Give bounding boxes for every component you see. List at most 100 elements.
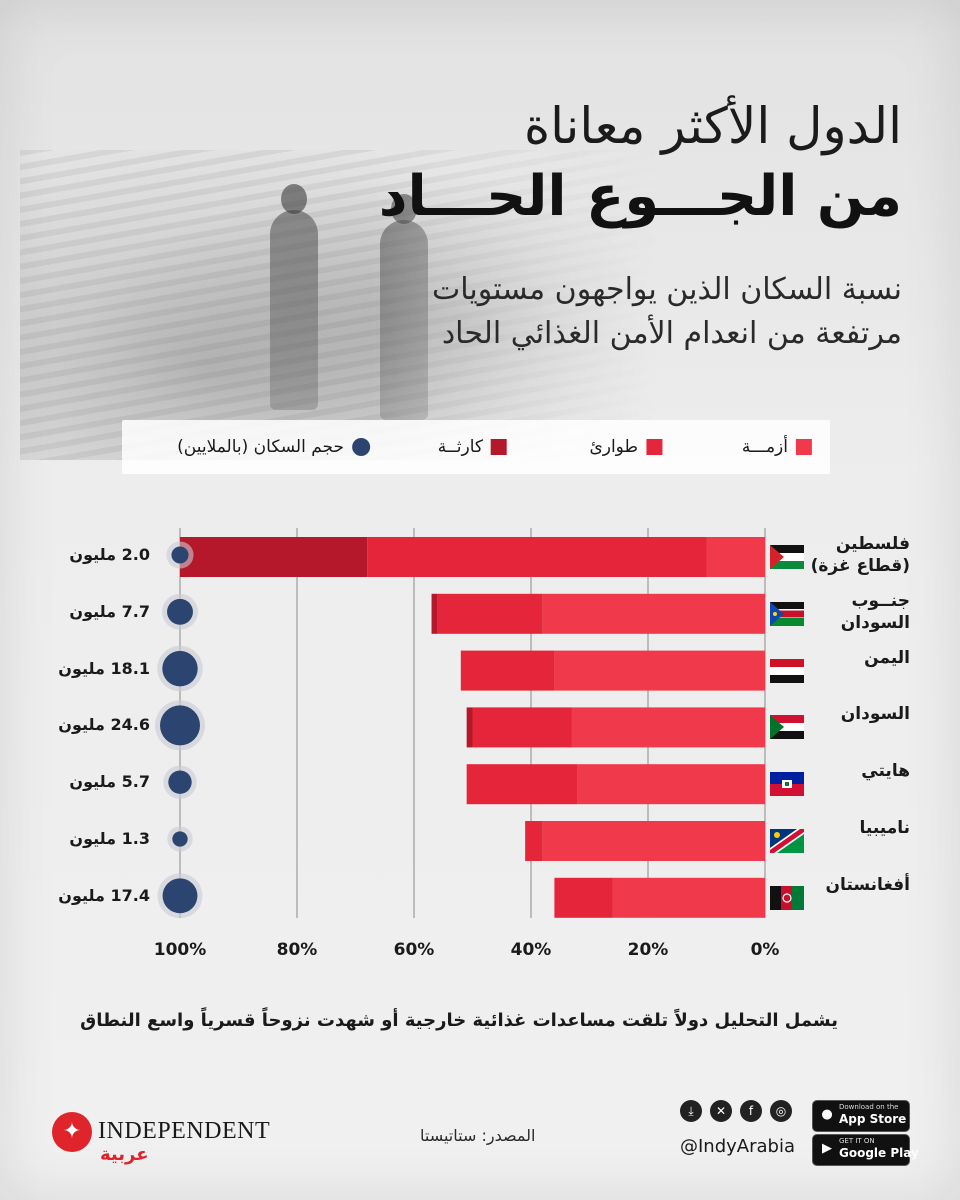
sudan-flag (770, 715, 804, 740)
country-name: ناميبيا (860, 817, 911, 839)
population-bubble (162, 878, 198, 914)
legend-swatch-catastrophe (491, 439, 507, 455)
population-label: 17.4 مليون (58, 885, 150, 905)
social-handle[interactable]: @IndyArabia (680, 1136, 795, 1157)
bar-crisis (542, 593, 765, 634)
population-label: 5.7 مليون (69, 772, 150, 792)
afghanistan-flag (770, 885, 804, 910)
instagram-icon[interactable]: ◎ (770, 1100, 792, 1122)
app-store-button[interactable]: ● Download on the App Store (812, 1100, 910, 1132)
population-bubble (167, 598, 193, 625)
independent-logo[interactable]: ✦ INDEPENDENT عربية (52, 1108, 292, 1168)
chart-legend: أزمـــة طوارئ كارثــة حجم السكان (بالملا… (122, 420, 830, 474)
bar-crisis (554, 650, 765, 691)
country-name: السودان (841, 703, 910, 725)
subtitle-line-2: مرتفعة من انعدام الأمن الغذائي الحاد (441, 316, 902, 351)
bar-emergency (367, 537, 707, 577)
brand-arabic: عربية (100, 1144, 149, 1165)
eagle-icon: ✦ (52, 1112, 92, 1152)
population-label: 24.6 مليون (58, 715, 150, 735)
x-icon[interactable]: ✕ (710, 1100, 732, 1122)
country-name-line1: هايتي (861, 761, 910, 782)
country-name: اليمن (864, 647, 910, 669)
legend-catastrophe: كارثــة (438, 420, 507, 474)
bar-crisis (706, 537, 765, 577)
population-label: 2.0 مليون (69, 545, 150, 564)
bar-emergency (437, 593, 543, 634)
subtitle-line-1: نسبة السكان الذين يواجهون مستويات (432, 272, 902, 307)
yemen-flag (770, 658, 804, 683)
legend-emergency: طوارئ (589, 420, 662, 474)
bar-emergency (472, 707, 572, 748)
app-store-text: App Store (839, 1112, 907, 1126)
farmer-figure (270, 184, 318, 410)
bar-emergency (554, 877, 613, 918)
haiti-flag (770, 772, 804, 797)
x-tick-label: 20% (627, 940, 669, 960)
footnote: يشمل التحليل دولاً تلقت مساعدات غذائية خ… (80, 1010, 838, 1031)
country-name-line1: اليمن (864, 647, 910, 668)
population-label: 1.3 مليون (69, 829, 150, 848)
population-bubble (171, 546, 189, 564)
legend-swatch-crisis (796, 439, 812, 455)
social-links: ⤓ ✕ f ◎ @IndyArabia (680, 1100, 800, 1160)
legend-label-crisis: أزمـــة (741, 437, 788, 457)
bar-crisis (571, 707, 765, 748)
namibia-flag (770, 829, 804, 853)
source-text: المصدر: ستاتيستا (420, 1126, 536, 1145)
country-name-line1: جنــوب (851, 590, 910, 611)
title-line-2: من الجـــوع الحـــاد (378, 164, 902, 229)
country-name: جنــوب السودان (841, 590, 910, 634)
bar-catastrophe (431, 593, 438, 634)
x-tick-label: 0% (750, 940, 780, 960)
bar-emergency (525, 821, 543, 861)
bar-catastrophe (466, 707, 473, 748)
facebook-icon[interactable]: f (740, 1100, 762, 1122)
x-tick-label: 40% (510, 940, 552, 960)
x-tick-label: 80% (276, 940, 318, 960)
legend-label-population: حجم السكان (بالملايين) (177, 437, 344, 457)
farmer-figure (380, 194, 428, 420)
population-label: 18.1 مليون (58, 658, 150, 678)
legend-crisis: أزمـــة (742, 420, 812, 474)
population-bubble (172, 831, 188, 847)
x-tick-label: 100% (153, 940, 207, 960)
bar-crisis (542, 821, 765, 861)
google-play-button[interactable]: ▶ GET IT ON Google Play (812, 1134, 919, 1166)
legend-swatch-emergency (646, 439, 662, 455)
bar-emergency (460, 650, 555, 691)
population-bubble (160, 705, 200, 746)
country-name: أفغانستان (826, 874, 910, 896)
south-sudan-flag (770, 601, 804, 626)
title-line-1: الدول الأكثر معاناة (523, 97, 902, 155)
app-store-small-text: Download on the (839, 1103, 899, 1111)
population-bubble (162, 650, 198, 687)
google-play-text: Google Play (839, 1146, 919, 1160)
country-name-line2: (قطاع غزة) (810, 556, 910, 576)
legend-population: حجم السكان (بالملايين) (177, 420, 370, 474)
x-tick-label: 60% (393, 940, 435, 960)
bar-crisis (612, 877, 765, 918)
country-name-line2: السودان (840, 612, 910, 633)
legend-dot-population (352, 438, 370, 456)
legend-label-catastrophe: كارثــة (437, 437, 483, 457)
population-bubble (168, 770, 192, 794)
download-icon[interactable]: ⤓ (680, 1100, 702, 1122)
play-icon: ▶ (822, 1141, 832, 1156)
bar-emergency (466, 764, 578, 805)
google-play-small-text: GET IT ON (839, 1137, 875, 1145)
background-photo (20, 150, 660, 460)
country-name-line1: فلسطين (835, 534, 910, 554)
country-name-line1: ناميبيا (859, 818, 911, 838)
population-label: 7.7 مليون (69, 601, 150, 621)
palestine-flag (770, 545, 804, 569)
country-name: هايتي (861, 760, 910, 782)
country-name-line1: أفغانستان (825, 874, 910, 895)
bar-crisis (577, 764, 765, 805)
bar-catastrophe (180, 537, 368, 577)
country-name-line1: السودان (840, 704, 910, 725)
apple-icon: ● (821, 1107, 833, 1122)
legend-label-emergency: طوارئ (589, 437, 638, 457)
